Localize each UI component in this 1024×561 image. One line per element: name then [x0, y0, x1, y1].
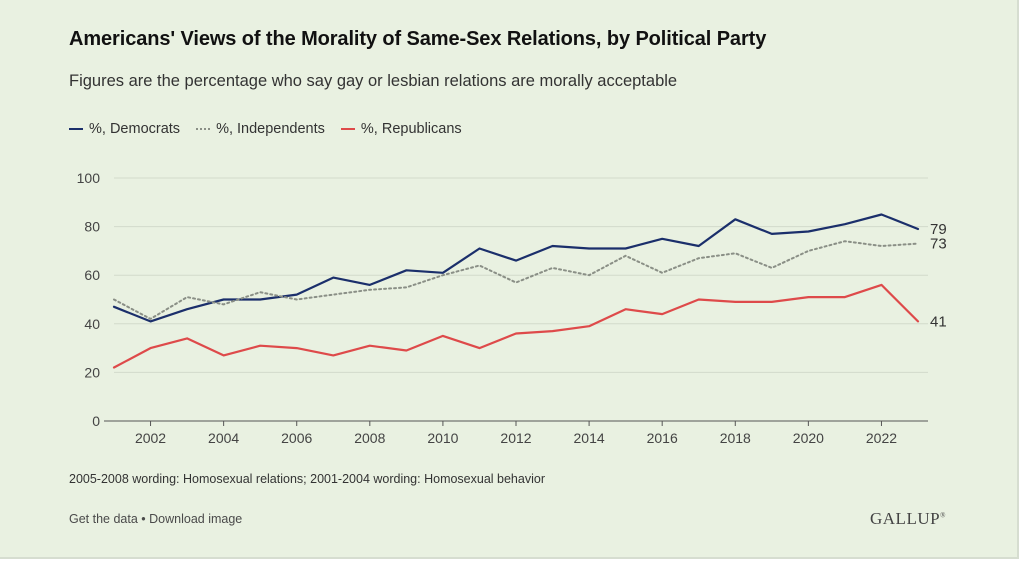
end-label-independents: 73	[930, 236, 947, 253]
legend: %, Democrats %, Independents %, Republic…	[69, 121, 478, 137]
series-line-independents	[113, 240, 919, 320]
footer-links: Get the data • Download image	[69, 512, 242, 526]
x-tick-label-2002: 2002	[135, 430, 166, 446]
x-tick-label-2010: 2010	[427, 430, 458, 446]
x-tick-label-2012: 2012	[500, 430, 531, 446]
x-tick-label-2014: 2014	[574, 430, 605, 446]
legend-item-republicans: %, Republicans	[340, 121, 462, 137]
end-label-republicans: 41	[930, 313, 947, 330]
x-tick-label-2018: 2018	[720, 430, 751, 446]
download-image-link[interactable]: Download image	[149, 512, 243, 526]
legend-swatch-independents	[196, 128, 211, 130]
series-line-republicans	[112, 283, 920, 369]
x-tick-label-2022: 2022	[866, 430, 897, 446]
get-data-link[interactable]: Get the data	[69, 512, 138, 526]
x-tick-label-2008: 2008	[354, 430, 385, 446]
legend-item-independents: %, Independents	[196, 121, 325, 137]
y-tick-label-80: 80	[84, 219, 100, 235]
legend-label-democrats: %, Democrats	[89, 121, 181, 137]
end-label-democrats: 79	[930, 221, 947, 238]
x-tick-label-2004: 2004	[208, 430, 239, 446]
y-tick-label-0: 0	[92, 413, 100, 429]
legend-swatch-democrats	[69, 128, 83, 130]
legend-item-democrats: %, Democrats	[69, 121, 180, 137]
y-tick-label-20: 20	[84, 364, 100, 380]
x-tick-label-2006: 2006	[281, 430, 312, 446]
x-tick-label-2016: 2016	[647, 430, 678, 446]
gallup-logo: GALLUP®	[870, 509, 946, 528]
gallup-logo-text: GALLUP	[870, 509, 941, 528]
chart-title: Americans' Views of the Morality of Same…	[69, 28, 767, 50]
y-tick-label-100: 100	[77, 170, 101, 186]
legend-label-republicans: %, Republicans	[360, 121, 462, 137]
link-separator: •	[137, 512, 150, 526]
y-tick-label-40: 40	[84, 316, 100, 332]
y-tick-label-60: 60	[84, 267, 100, 283]
chart-subtitle: Figures are the percentage who say gay o…	[69, 72, 678, 90]
wording-note: 2005-2008 wording: Homosexual relations;…	[69, 472, 545, 486]
x-tick-label-2020: 2020	[793, 430, 824, 446]
legend-swatch-republicans	[340, 128, 355, 130]
series-line-democrats	[112, 213, 920, 323]
legend-label-independents: %, Independents	[216, 121, 325, 137]
